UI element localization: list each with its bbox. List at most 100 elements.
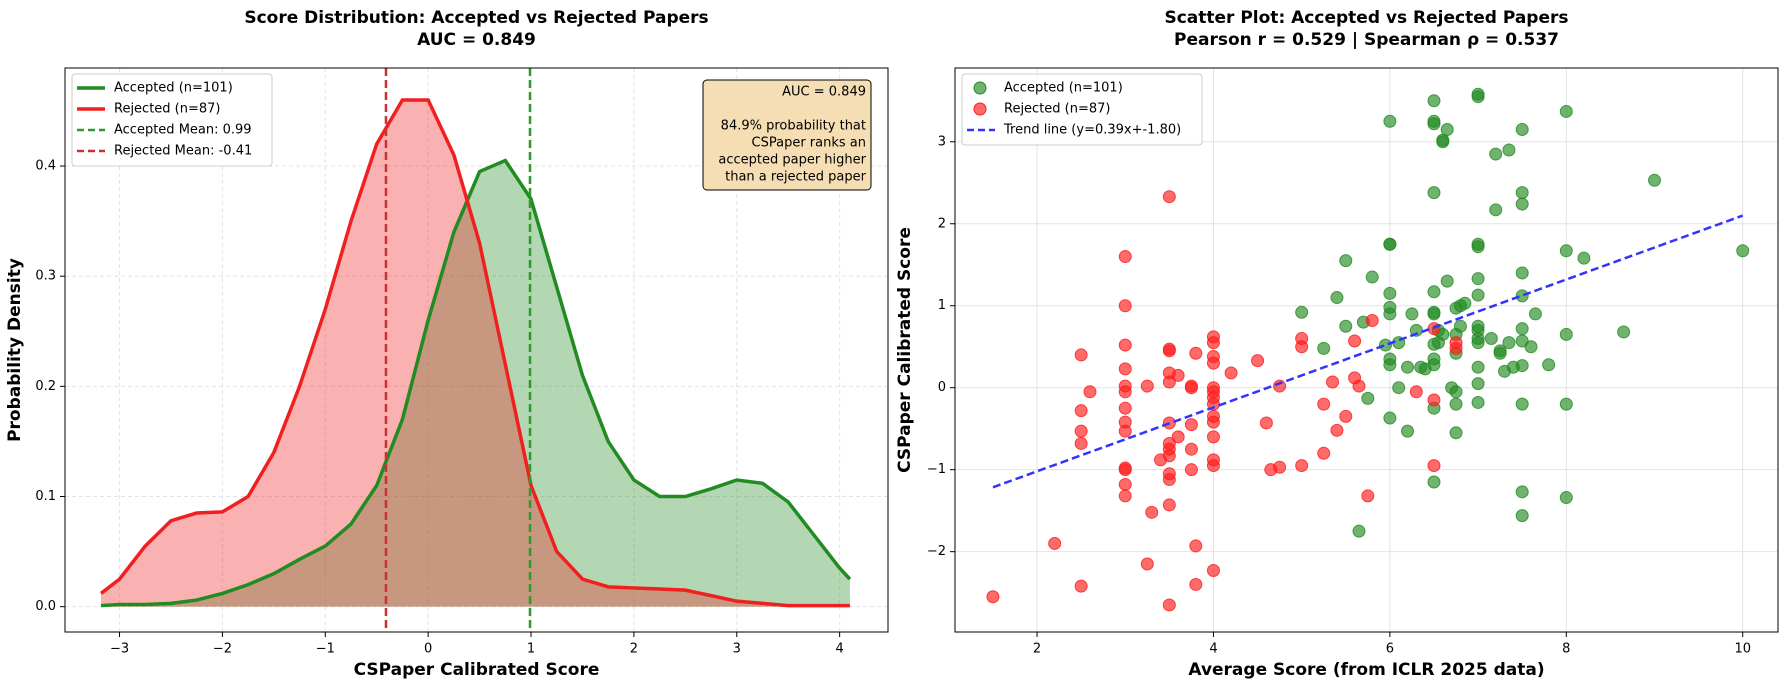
scatter-point [1383,286,1397,300]
scatter-point [1074,348,1088,362]
scatter-point [1140,557,1154,571]
y-tick-label: 0.1 [35,489,56,504]
scatter-point [1427,186,1441,200]
scatter-point [1515,122,1529,136]
scatter-point [986,590,1000,604]
scatter-point [1427,393,1441,407]
scatter-point [1401,360,1415,374]
scatter-point [1383,358,1397,372]
chart-title: Scatter Plot: Accepted vs Rejected Paper… [1164,8,1568,28]
y-tick-label: 0 [938,380,946,395]
y-tick-label: 0.0 [35,599,56,614]
scatter-point [1118,477,1132,491]
scatter-point [1528,307,1542,321]
scatter-point [1118,489,1132,503]
scatter-point [1339,319,1353,333]
x-tick-label: 10 [1734,642,1751,657]
scatter-point [1409,323,1423,337]
scatter-point [1352,524,1366,538]
scatter-point [1515,289,1529,303]
chart-subtitle: AUC = 0.849 [417,30,536,50]
scatter-point [1427,337,1441,351]
scatter-point [1295,459,1309,473]
scatter-point [1471,288,1485,302]
scatter-point [1317,341,1331,355]
legend-label: Rejected Mean: -0.41 [114,144,252,159]
area-fill [101,160,850,607]
scatter-point [1224,366,1238,380]
legend-label: Accepted (n=101) [114,81,233,96]
scatter-point [1251,354,1265,368]
scatter-point [1445,381,1459,395]
density-line [100,158,852,608]
scatter-point [1162,449,1176,463]
scatter-point [1317,446,1331,460]
scatter-point [1436,135,1450,149]
scatter-point [1206,381,1220,395]
scatter-point [1418,362,1432,376]
scatter-point [1184,381,1198,395]
legend-label: Rejected (n=87) [114,102,221,117]
scatter-point [1118,362,1132,376]
scatter-point [1502,336,1516,350]
scatter-point [1317,397,1331,411]
scatter-point [1206,336,1220,350]
chart-title: Score Distribution: Accepted vs Rejected… [244,8,708,28]
plot-frame [954,67,1779,633]
scatter-point [1542,358,1556,372]
scatter-point [1074,404,1088,418]
scatter-point [1515,397,1529,411]
scatter-point [1449,397,1463,411]
scatter-point [1074,579,1088,593]
scatter-point [1427,117,1441,131]
x-axis-label: Average Score (from ICLR 2025 data) [1188,660,1544,680]
area-fill [101,99,850,607]
scatter-point [1330,291,1344,305]
scatter-point [1449,341,1463,355]
scatter-point [1140,379,1154,393]
scatter-point [1559,491,1573,505]
scatter-point [1559,104,1573,118]
scatter-point [1273,460,1287,474]
scatter-point [1383,411,1397,425]
annotation-text: 84.9% probability that [721,119,866,134]
scatter-point [1162,375,1176,389]
density-line [99,98,850,608]
scatter-point [1365,313,1379,327]
scatter-point [1383,114,1397,128]
scatter-point [1330,423,1344,437]
scatter-point [1405,307,1419,321]
x-tick-label: 4 [836,642,844,657]
scatter-point [1471,272,1485,286]
scatter-point [1118,424,1132,438]
scatter-point [1471,395,1485,409]
y-tick-label: 0.4 [35,159,56,174]
scatter-point [1471,90,1485,104]
scatter-point [1524,340,1538,354]
scatter-point [1427,459,1441,473]
scatter-point [1339,409,1353,423]
y-tick-label: 1 [938,298,946,313]
scatter-point [1440,274,1454,288]
scatter-point [1326,375,1340,389]
legend-marker [973,81,987,95]
scatter-point [1515,322,1529,336]
scatter-point [1145,505,1159,519]
y-tick-label: 0.2 [35,379,56,394]
scatter-point [1427,305,1441,319]
scatter-point [1515,197,1529,211]
annotation-text: accepted paper higher [718,153,866,168]
scatter-point [1559,397,1573,411]
scatter-point [1259,416,1273,430]
legend-label: Accepted (n=101) [1004,81,1123,96]
scatter-point [1361,489,1375,503]
scatter-point [1206,430,1220,444]
x-tick-label: 0 [424,642,432,657]
scatter-point [1458,296,1472,310]
legend-box [961,73,1203,146]
scatter-point [1184,463,1198,477]
scatter-point [1515,509,1529,523]
scatter-point [1206,459,1220,473]
y-tick-label: −2 [927,544,946,559]
y-axis-label: Probability Density [5,258,25,442]
